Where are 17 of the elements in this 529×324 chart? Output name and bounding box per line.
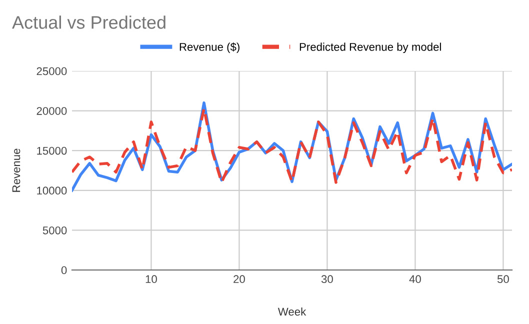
x-tick-label: 50	[497, 275, 509, 284]
chart-title: Actual vs Predicted	[12, 16, 166, 29]
y-tick-label: 25000	[36, 67, 67, 76]
legend-label: Predicted Revenue by model	[300, 42, 441, 54]
y-tick-label: 10000	[37, 186, 67, 195]
y-tick-label: 5000	[42, 226, 67, 234]
line-series	[72, 107, 512, 184]
x-tick-label: 20	[234, 275, 245, 284]
x-tick-label: 30	[321, 275, 333, 284]
x-tick-label: 40	[409, 275, 421, 284]
legend-label: Revenue ($)	[180, 42, 240, 54]
y-tick-label: 20000	[36, 107, 67, 115]
y-axis-title: Revenue	[12, 148, 20, 192]
x-axis-title: Week	[278, 307, 306, 316]
y-tick-label: 0	[61, 266, 67, 274]
x-tick-label: 10	[146, 275, 157, 284]
y-tick-label: 15000	[37, 146, 67, 155]
